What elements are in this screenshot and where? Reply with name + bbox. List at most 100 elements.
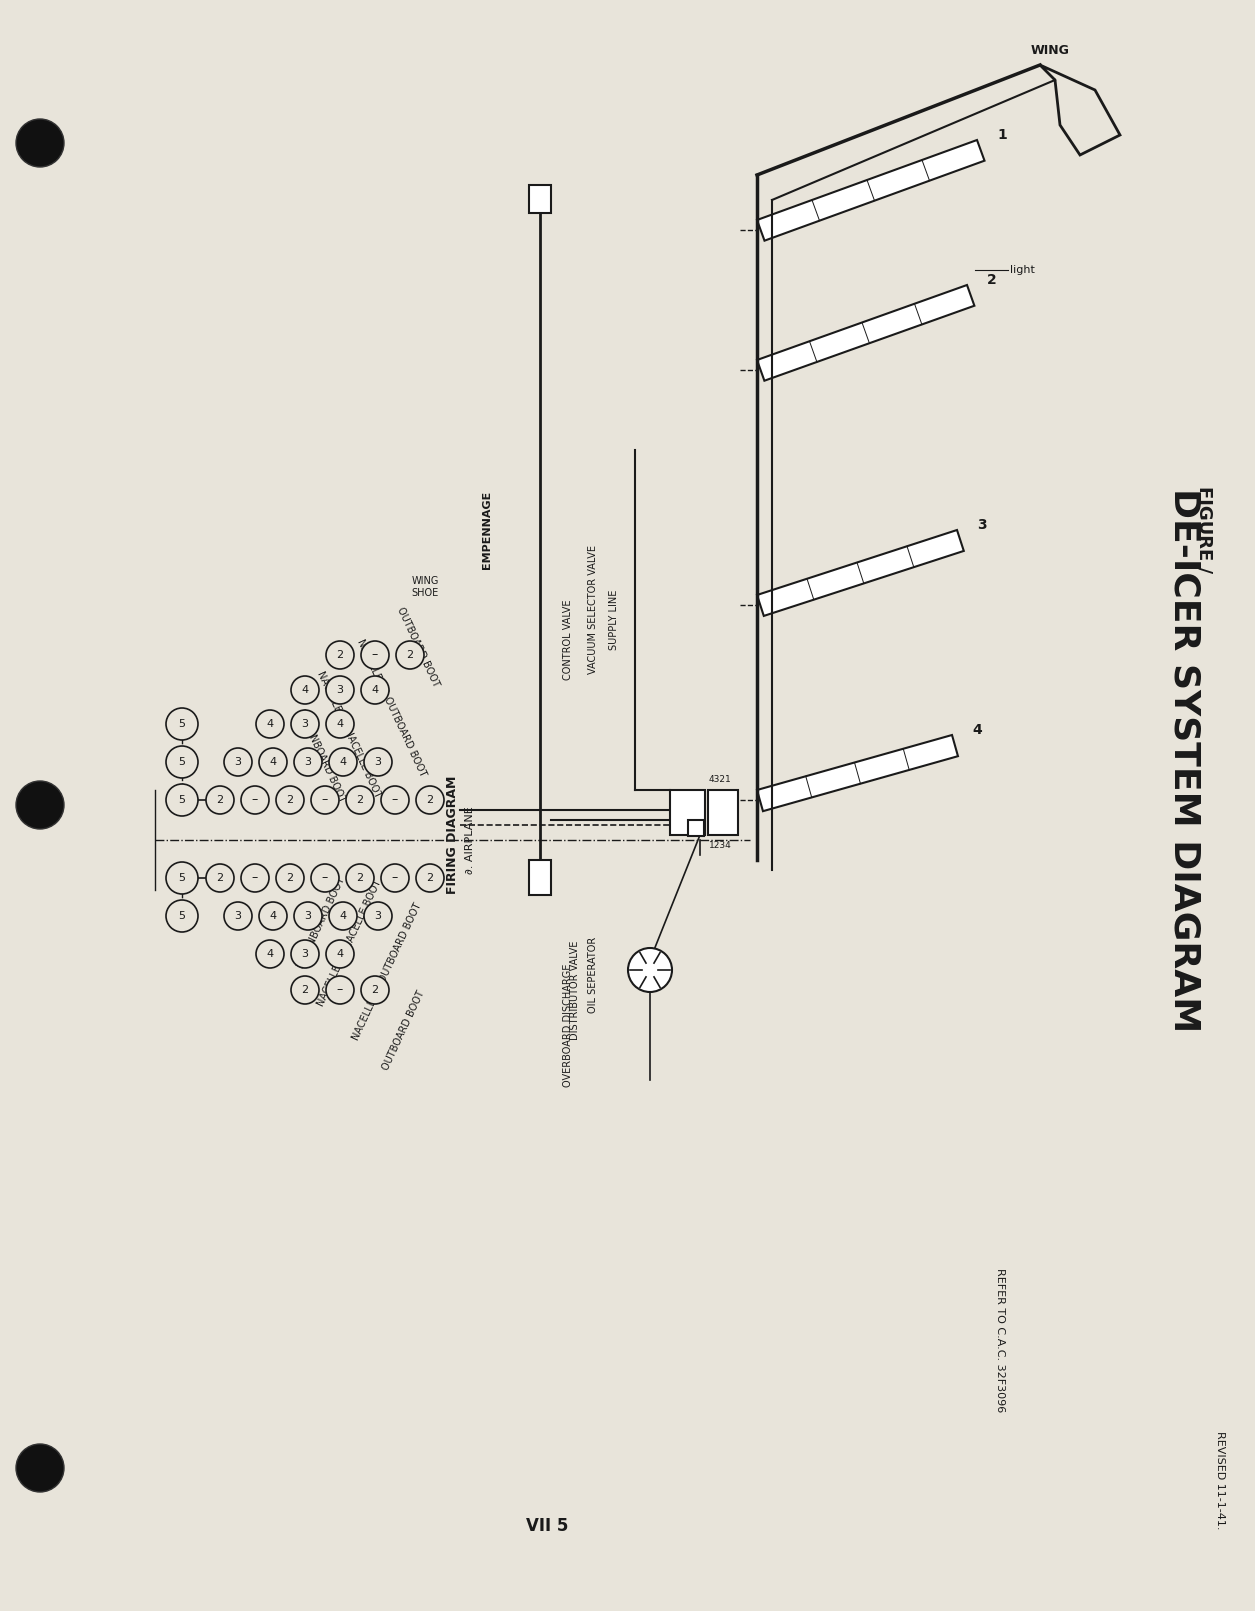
Circle shape [166,901,198,933]
Text: 3: 3 [336,685,344,694]
Circle shape [241,863,269,892]
Circle shape [206,863,233,892]
Bar [530,185,551,213]
Text: 1234: 1234 [709,841,732,849]
Text: 3: 3 [305,910,311,921]
Circle shape [326,710,354,738]
Circle shape [326,677,354,704]
Text: –: – [252,794,259,807]
Text: L. H. INBOARD BOOT: L. H. INBOARD BOOT [295,707,348,804]
Polygon shape [1040,64,1119,155]
Text: 4: 4 [336,949,344,959]
Circle shape [276,863,304,892]
Text: EMPENNAGE: EMPENNAGE [482,491,492,569]
Text: 4: 4 [371,685,379,694]
Polygon shape [757,735,958,812]
Bar [530,860,551,896]
Circle shape [326,939,354,968]
Circle shape [415,863,444,892]
Circle shape [361,976,389,1004]
Text: –: – [371,649,378,662]
Text: 2: 2 [356,873,364,883]
Circle shape [382,863,409,892]
Circle shape [311,786,339,814]
Circle shape [166,707,198,739]
Text: 4: 4 [266,949,274,959]
Text: 5: 5 [178,757,186,767]
Circle shape [326,976,354,1004]
Text: DISTRIBUTOR VALVE: DISTRIBUTOR VALVE [570,941,580,1039]
Text: –: – [252,872,259,884]
Text: FIRING DIAGRAM: FIRING DIAGRAM [447,777,459,894]
Text: 5: 5 [178,719,186,730]
Circle shape [628,947,671,992]
Text: 3: 3 [301,949,309,959]
Circle shape [16,119,64,168]
Text: 2: 2 [286,794,294,806]
Text: 4: 4 [301,685,309,694]
Text: 3: 3 [374,910,382,921]
Bar [708,789,738,834]
Polygon shape [757,140,984,240]
Circle shape [361,677,389,704]
Polygon shape [757,285,974,380]
Text: OUTBOARD BOOT: OUTBOARD BOOT [395,606,442,690]
Circle shape [397,641,424,669]
Text: 3: 3 [374,757,382,767]
Circle shape [166,785,198,817]
Circle shape [364,902,392,930]
Text: WING
SHOE: WING SHOE [412,577,439,598]
Text: –: – [392,794,398,807]
Text: DE-ICER SYSTEM DIAGRAM: DE-ICER SYSTEM DIAGRAM [1168,488,1202,1033]
Text: 4: 4 [270,910,276,921]
Circle shape [256,939,284,968]
Text: 2: 2 [356,794,364,806]
Circle shape [241,786,269,814]
Text: CONTROL VALVE: CONTROL VALVE [563,599,574,680]
Text: 2: 2 [286,873,294,883]
Text: FIGURE /: FIGURE / [1196,487,1214,574]
Text: OIL SEPERATOR: OIL SEPERATOR [589,938,597,1013]
Text: 3: 3 [235,757,241,767]
Circle shape [291,677,319,704]
Text: 3: 3 [235,910,241,921]
Text: 2: 2 [988,272,996,287]
Text: 3: 3 [978,519,986,532]
Text: 2: 2 [427,873,433,883]
Text: 1: 1 [998,127,1007,142]
Circle shape [259,902,287,930]
Text: WING: WING [1030,43,1069,56]
Circle shape [256,710,284,738]
Text: 3: 3 [301,719,309,730]
Circle shape [166,862,198,894]
Text: OUTBOARD BOOT: OUTBOARD BOOT [380,989,427,1071]
Text: REVISED 11-1-41.: REVISED 11-1-41. [1215,1431,1225,1529]
Text: 4: 4 [336,719,344,730]
Circle shape [16,781,64,830]
Bar [670,789,705,834]
Circle shape [311,863,339,892]
Circle shape [346,786,374,814]
Circle shape [16,1443,64,1492]
Text: 4: 4 [339,910,346,921]
Circle shape [291,710,319,738]
Polygon shape [757,530,964,615]
Circle shape [276,786,304,814]
Text: 2: 2 [371,984,379,996]
Circle shape [346,863,374,892]
Circle shape [291,976,319,1004]
Text: –: – [392,872,398,884]
Circle shape [364,748,392,777]
Circle shape [329,902,356,930]
Text: –: – [321,872,328,884]
Text: 2: 2 [216,794,223,806]
Text: 2: 2 [301,984,309,996]
Text: NACELLE TO NACELLE BOOT: NACELLE TO NACELLE BOOT [315,670,383,799]
Text: 4: 4 [339,757,346,767]
Text: 3: 3 [305,757,311,767]
Text: 4: 4 [270,757,276,767]
Text: 2: 2 [407,649,414,661]
Text: ∂. AIRPLANE: ∂. AIRPLANE [466,806,474,873]
Text: –: – [336,983,343,997]
Circle shape [294,902,323,930]
